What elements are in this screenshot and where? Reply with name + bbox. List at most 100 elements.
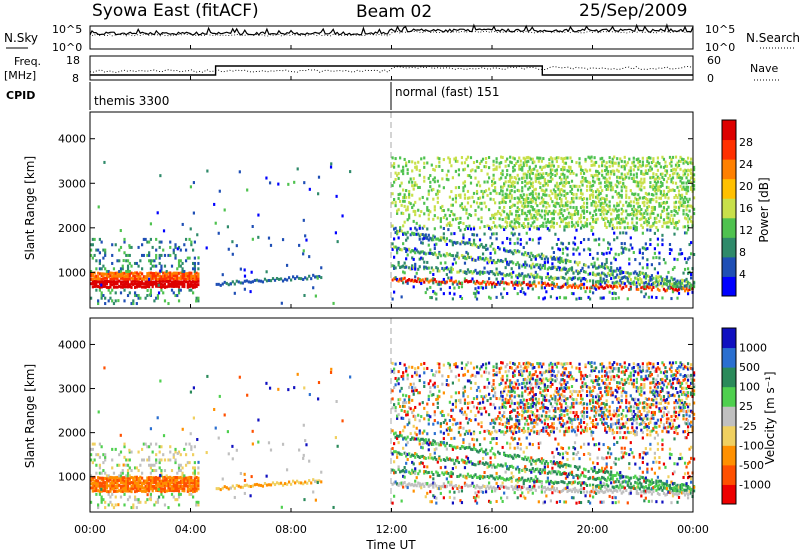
power-cell: [444, 213, 447, 217]
velocity-cell: [126, 484, 130, 488]
power-cell: [91, 256, 94, 260]
power-cell: [579, 196, 583, 200]
power-cell: [109, 282, 112, 286]
power-cell: [400, 203, 403, 207]
velocity-cell: [442, 472, 445, 476]
velocity-cell: [151, 450, 154, 454]
power-cell: [429, 270, 432, 274]
velocity-cell: [393, 442, 396, 446]
power-cell: [477, 291, 480, 295]
power-cell: [682, 212, 685, 216]
velocity-cell: [114, 476, 117, 480]
velocity-cell: [465, 413, 468, 417]
velocity-cell: [107, 490, 110, 494]
power-cell: [217, 231, 220, 235]
power-cell: [686, 185, 690, 189]
power-cell: [137, 277, 140, 281]
power-cell: [151, 280, 154, 284]
velocity-cell: [451, 472, 454, 476]
power-cell: [155, 284, 158, 288]
power-cell: [503, 281, 506, 285]
power-cell: [607, 204, 610, 208]
velocity-cell: [177, 450, 181, 454]
power-cell: [172, 277, 175, 281]
power-cell: [542, 189, 545, 193]
velocity-cell: [421, 446, 424, 450]
power-cell: [148, 259, 151, 263]
power-cell: [421, 233, 424, 237]
power-cell: [121, 267, 124, 271]
power-cell: [655, 181, 658, 185]
power-cell: [542, 254, 545, 258]
power-cell: [160, 282, 163, 286]
power-cell: [680, 187, 684, 191]
velocity-cell: [445, 428, 448, 432]
velocity-cell: [144, 490, 147, 494]
power-cell: [490, 285, 494, 289]
power-cell: [189, 227, 192, 231]
power-cell: [181, 284, 184, 288]
power-cell: [447, 267, 450, 271]
power-cell: [231, 240, 234, 244]
velocity-cell: [275, 481, 279, 485]
power-cell: [540, 209, 543, 213]
power-cell: [158, 245, 161, 249]
power-cell: [567, 284, 571, 288]
power-cell: [188, 283, 191, 287]
power-cell: [128, 277, 131, 281]
power-cell: [510, 161, 513, 165]
power-cell: [682, 185, 685, 189]
velocity-cell: [448, 363, 451, 367]
velocity-cell: [477, 495, 480, 499]
power-cell: [551, 287, 554, 291]
power-cell: [676, 196, 679, 200]
velocity-cell: [480, 374, 483, 378]
power-cell: [602, 208, 605, 212]
power-cell: [111, 280, 114, 284]
velocity-cell: [151, 489, 154, 493]
power-cell: [688, 204, 691, 208]
velocity-cell: [456, 475, 459, 479]
power-cell: [533, 274, 536, 278]
power-cell: [314, 294, 317, 298]
velocity-cell: [90, 447, 93, 451]
power-cell: [141, 285, 144, 289]
velocity-cell: [135, 498, 138, 502]
power-cell: [644, 247, 647, 251]
power-cell: [619, 266, 622, 270]
power-cell: [495, 225, 498, 229]
power-cell: [453, 213, 456, 217]
velocity-cell: [128, 458, 131, 462]
power-cell: [613, 281, 616, 285]
power-cell: [677, 193, 681, 197]
power-cell: [676, 282, 679, 286]
velocity-cell: [463, 410, 467, 414]
power-cell: [551, 177, 554, 181]
power-cell: [128, 291, 131, 295]
power-cell: [689, 161, 693, 165]
power-cell: [530, 205, 533, 209]
power-cell: [540, 257, 543, 261]
power-cell: [442, 158, 445, 162]
power-cell: [543, 261, 546, 265]
power-cell: [119, 272, 123, 276]
power-cell: [635, 209, 638, 213]
power-cell: [516, 241, 519, 245]
power-cell: [670, 158, 673, 162]
power-cell: [518, 167, 521, 171]
power-cell: [186, 285, 189, 289]
velocity-cell: [151, 463, 154, 467]
power-cell: [554, 157, 557, 161]
power-cell: [635, 172, 638, 176]
power-cell: [563, 267, 566, 271]
velocity-cell: [93, 484, 96, 488]
velocity-cell: [186, 487, 189, 491]
velocity-cell: [465, 461, 468, 465]
power-cell: [674, 283, 678, 287]
velocity-cell: [148, 455, 151, 459]
power-cell: [611, 217, 614, 221]
velocity-cell: [112, 478, 116, 482]
power-cell: [619, 157, 622, 161]
power-cell: [525, 253, 528, 257]
power-cell: [126, 259, 130, 263]
